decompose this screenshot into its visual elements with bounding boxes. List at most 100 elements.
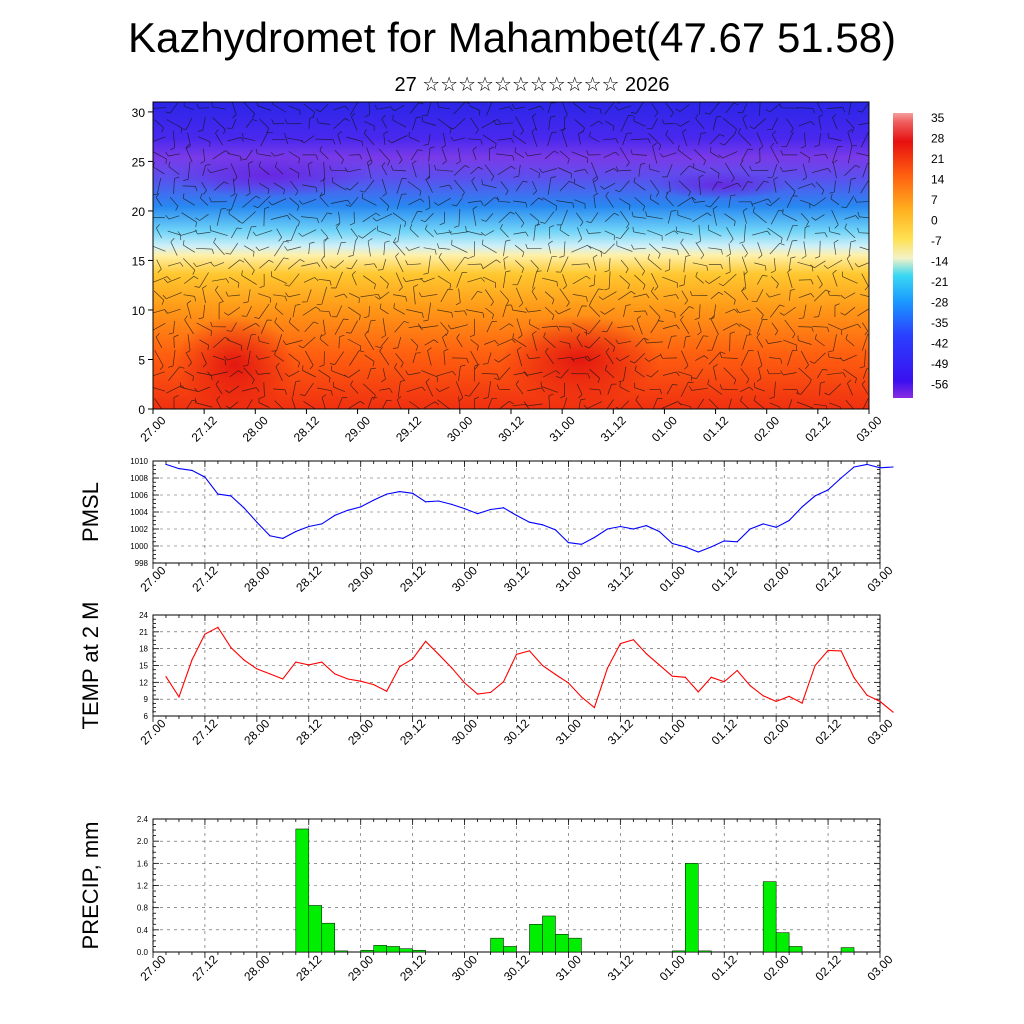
precip-bar bbox=[529, 924, 543, 953]
temp-point bbox=[451, 667, 453, 669]
pmsl-point bbox=[879, 467, 881, 469]
colorbar-label: -35 bbox=[931, 316, 949, 330]
temp-point bbox=[308, 664, 310, 666]
pmsl-point bbox=[399, 491, 401, 493]
pmsl-xtick-label: 28.00 bbox=[241, 563, 272, 594]
temp-point bbox=[632, 639, 634, 641]
pmsl-ylabel: PMSL bbox=[78, 482, 103, 542]
temp-point bbox=[749, 685, 751, 687]
pmsl-point bbox=[710, 546, 712, 548]
pmsl-point bbox=[373, 499, 375, 501]
warm-core-1 bbox=[175, 315, 295, 409]
pmsl-point bbox=[827, 489, 829, 491]
xs-xtick-label: 03.00 bbox=[853, 413, 884, 444]
pmsl-xtick-label: 01.00 bbox=[657, 563, 688, 594]
pmsl-point bbox=[671, 542, 673, 545]
temp-point bbox=[204, 633, 206, 635]
cross-section-panel: 0 5 10 15 20 25 30 27.00 27.12 28.00 28.12 29.00 29… bbox=[132, 101, 885, 445]
pmsl-point bbox=[749, 528, 751, 530]
precip-xtick-label: 02.00 bbox=[761, 952, 792, 983]
pmsl-ytick-label: 1010 bbox=[130, 457, 148, 466]
pmsl-point bbox=[567, 542, 570, 544]
temp-point bbox=[463, 682, 466, 684]
temp-xtick-label: 27.12 bbox=[189, 716, 220, 747]
temp-point bbox=[360, 680, 362, 682]
pmsl-ytick-label: 1006 bbox=[130, 491, 148, 500]
xs-xtick-label: 02.00 bbox=[751, 413, 782, 444]
temp-point bbox=[775, 700, 777, 703]
temp-point bbox=[217, 626, 219, 628]
xs-xtick-label: 30.12 bbox=[495, 413, 526, 444]
temp-point bbox=[801, 702, 803, 704]
temp-point bbox=[554, 673, 557, 676]
precip-bar bbox=[698, 950, 712, 953]
temp-ytick-label: 9 bbox=[144, 695, 149, 704]
pmsl-xtick-label: 28.12 bbox=[293, 563, 324, 594]
pmsl-point bbox=[243, 507, 245, 509]
colorbar-label: -28 bbox=[931, 296, 949, 310]
colorbar-label: 14 bbox=[931, 173, 945, 187]
temp-xtick-label: 28.00 bbox=[241, 716, 272, 747]
page-title: Kazhydromet for Mahambet(47.67 51.58) bbox=[127, 14, 897, 61]
temp-point bbox=[567, 682, 570, 684]
precip-bar bbox=[399, 948, 413, 953]
temp-xtick-label: 27.00 bbox=[137, 716, 168, 747]
pmsl-ytick-label: 1008 bbox=[130, 474, 148, 483]
pmsl-point bbox=[308, 525, 310, 528]
precip-bar bbox=[788, 946, 803, 953]
pmsl-point bbox=[425, 501, 427, 503]
temp-xtick-label: 03.00 bbox=[864, 716, 895, 747]
pmsl-point bbox=[191, 469, 193, 471]
xs-ytick-label: 25 bbox=[132, 155, 146, 169]
pmsl-xtick-label: 02.12 bbox=[813, 563, 844, 594]
temp-point bbox=[892, 711, 894, 713]
temp-point bbox=[788, 695, 790, 697]
cold-core-1 bbox=[170, 153, 370, 197]
colorbar-label: -14 bbox=[931, 255, 949, 269]
pmsl-xtick-label: 30.00 bbox=[449, 563, 480, 594]
xs-ytick-label: 20 bbox=[132, 205, 146, 219]
pmsl-point bbox=[684, 546, 686, 548]
pmsl-xtick-label: 30.12 bbox=[501, 563, 532, 594]
temp-ytick-label: 15 bbox=[139, 662, 148, 671]
pmsl-point bbox=[788, 519, 790, 522]
pmsl-point bbox=[606, 528, 608, 530]
precip-bar bbox=[762, 881, 777, 953]
colorbar-label: 0 bbox=[931, 214, 938, 228]
temp-point bbox=[645, 653, 647, 655]
precip-xtick-label: 28.12 bbox=[293, 952, 324, 983]
temp-xtick-label: 01.12 bbox=[709, 716, 740, 747]
temp-point bbox=[593, 706, 596, 709]
precip-xtick-label: 31.12 bbox=[605, 952, 636, 983]
pmsl-point bbox=[853, 466, 855, 468]
temp-point bbox=[386, 690, 388, 692]
precip-xtick-label: 01.12 bbox=[709, 952, 740, 983]
xs-xtick-label: 01.00 bbox=[649, 413, 680, 444]
xs-xtick-label: 29.00 bbox=[342, 413, 373, 444]
temp-point bbox=[347, 678, 349, 680]
temp-point bbox=[619, 643, 621, 645]
temp-point bbox=[438, 653, 440, 655]
pmsl-point bbox=[801, 506, 803, 508]
pmsl-point bbox=[762, 523, 764, 525]
temp-xtick-label: 31.00 bbox=[553, 716, 584, 747]
temp-point bbox=[710, 676, 712, 678]
temp-point bbox=[762, 695, 764, 697]
temp-point bbox=[814, 664, 816, 667]
temp-xtick-label: 29.00 bbox=[345, 716, 376, 747]
temp-point bbox=[866, 694, 868, 696]
temp-point bbox=[269, 673, 271, 675]
precip-xtick-label: 02.12 bbox=[813, 952, 844, 983]
pmsl-point bbox=[360, 506, 362, 508]
temp-ytick-label: 6 bbox=[144, 712, 149, 721]
temp-point bbox=[243, 659, 245, 661]
xs-xtick-label: 29.12 bbox=[393, 413, 424, 444]
pmsl-point bbox=[866, 463, 868, 465]
temp-point bbox=[658, 664, 660, 666]
pmsl-point bbox=[632, 528, 634, 530]
xs-xtick-label: 27.00 bbox=[137, 413, 168, 444]
precip-bar bbox=[412, 950, 426, 953]
temp-point bbox=[399, 666, 401, 668]
precip-bar bbox=[555, 934, 569, 953]
precip-ytick-label: 0.8 bbox=[137, 904, 149, 913]
